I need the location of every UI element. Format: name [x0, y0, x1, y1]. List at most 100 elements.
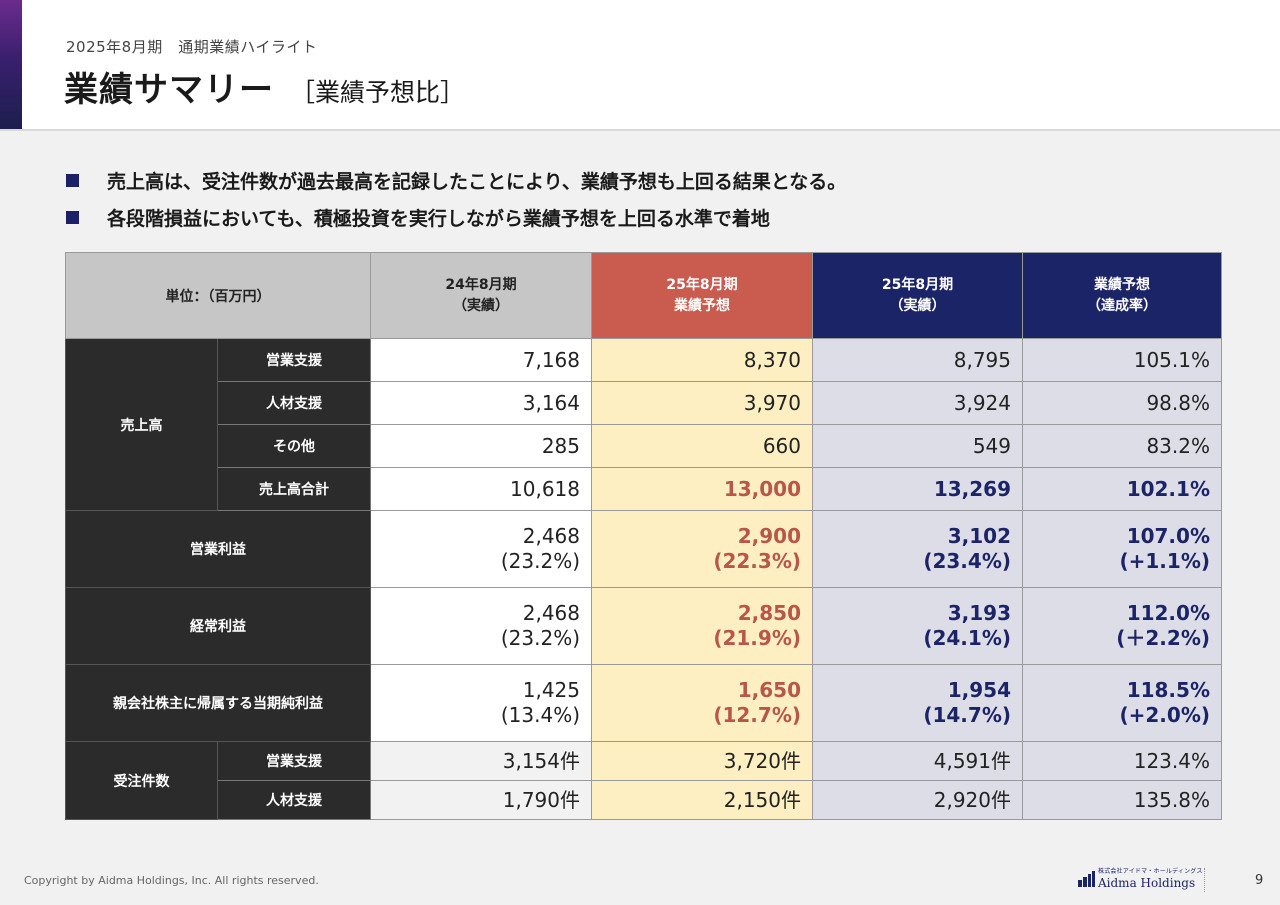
col-header-achievement-rate: 業績予想 （達成率） — [1022, 252, 1222, 339]
cell-value: 2,468 (23.2%) — [370, 587, 592, 665]
table-row: その他 285 660 549 83.2% — [66, 424, 1222, 468]
cell-value: 112.0% (＋2.2%) — [1022, 587, 1222, 665]
company-logo: 株式会社アイドマ・ホールディングス Aidma Holdings — [1078, 869, 1203, 889]
cell-main: 3,102 — [947, 524, 1011, 548]
cell-value: 8,795 — [812, 338, 1023, 382]
cell-value: 2,850 (21.9%) — [591, 587, 813, 665]
logo-mark-icon — [1078, 871, 1095, 887]
cell-value: 105.1% — [1022, 338, 1222, 382]
bullet-item: 売上高は、受注件数が過去最高を記録したことにより、業績予想も上回る結果となる。 — [66, 162, 846, 199]
page-title: 業績サマリー ［業績予想比］ — [64, 62, 465, 111]
cell-sub: (23.2%) — [500, 626, 580, 650]
cell-value: 1,790件 — [370, 780, 592, 820]
row-label: その他 — [217, 424, 371, 468]
cell-sub: (23.4%) — [923, 549, 1011, 573]
cell-value: 285 — [370, 424, 592, 468]
cell-value: 8,370 — [591, 338, 813, 382]
cell-value: 4,591件 — [812, 741, 1023, 781]
cell-main: 2,850 — [737, 601, 801, 625]
cell-main: 1,954 — [947, 678, 1011, 702]
cell-sub: (12.7%) — [713, 703, 801, 727]
cell-value: 3,970 — [591, 381, 813, 425]
cell-value: 13,269 — [812, 467, 1023, 511]
row-group-sales: 売上高 — [65, 338, 218, 511]
bullet-item: 各段階損益においても、積極投資を実行しながら業績予想を上回る水準で着地 — [66, 199, 846, 236]
cell-main: 2,468 — [522, 601, 580, 625]
row-label: 営業支援 — [217, 338, 371, 382]
row-group-orders: 受注件数 — [65, 741, 218, 820]
cell-value: 1,650 (12.7%) — [591, 664, 813, 742]
col-header-line2: 業績予想 — [674, 297, 730, 314]
cell-main: 2,900 — [737, 524, 801, 548]
logo-company-name: Aidma Holdings — [1098, 876, 1196, 890]
cell-value: 3,193 (24.1%) — [812, 587, 1023, 665]
cell-main: 107.0% — [1126, 524, 1210, 548]
cell-value: 83.2% — [1022, 424, 1222, 468]
table-row: 売上高 営業支援 7,168 8,370 8,795 105.1% — [65, 338, 1222, 511]
header-accent-bar — [0, 0, 22, 129]
col-header-line2: （実績） — [453, 297, 509, 314]
cell-main: 112.0% — [1126, 601, 1210, 625]
cell-main: 1,650 — [737, 678, 801, 702]
square-bullet-icon — [66, 211, 79, 224]
row-label: 人材支援 — [217, 780, 371, 820]
cell-value: 3,102 (23.4%) — [812, 510, 1023, 588]
col-header-fy24-actual: 24年8月期 （実績） — [370, 252, 592, 339]
cell-sub: (22.3%) — [713, 549, 801, 573]
cell-main: 1,425 — [522, 678, 580, 702]
performance-summary-table: 単位：（百万円） 24年8月期 （実績） 25年8月期 業績予想 25年8月期 … — [65, 252, 1222, 820]
table-row: 営業利益 2,468 (23.2%) 2,900 (22.3%) 3,102 (… — [65, 510, 1222, 588]
cell-sub: (＋2.2%) — [1116, 626, 1210, 650]
title-tag: ［業績予想比］ — [290, 78, 466, 107]
logo-text: 株式会社アイドマ・ホールディングス Aidma Holdings — [1098, 869, 1203, 890]
table-row: 売上高合計 10,618 13,000 13,269 102.1% — [66, 467, 1222, 511]
cell-value: 102.1% — [1022, 467, 1222, 511]
cell-main: 3,193 — [947, 601, 1011, 625]
row-label: 売上高合計 — [217, 467, 371, 511]
cell-main: 118.5% — [1126, 678, 1210, 702]
row-label: 人材支援 — [217, 381, 371, 425]
title-main: 業績サマリー — [64, 70, 274, 110]
col-header-line1: 25年8月期 — [881, 276, 954, 293]
cell-value: 2,920件 — [812, 780, 1023, 820]
table-row: 経常利益 2,468 (23.2%) 2,850 (21.9%) 3,193 (… — [65, 587, 1222, 665]
section-subtitle: 2025年8月期 通期業績ハイライト — [66, 38, 318, 56]
table-row: 受注件数 営業支援 3,154件 3,720件 4,591件 123.4% — [65, 741, 1222, 820]
cell-value: 107.0% (+1.1%) — [1022, 510, 1222, 588]
bullet-text: 売上高は、受注件数が過去最高を記録したことにより、業績予想も上回る結果となる。 — [107, 171, 847, 193]
cell-main: 2,468 — [522, 524, 580, 548]
col-header-line2: （実績） — [889, 297, 946, 314]
cell-value: 98.8% — [1022, 381, 1222, 425]
row-label: 経常利益 — [65, 587, 371, 665]
table-row: 親会社株主に帰属する当期純利益 1,425 (13.4%) 1,650 (12.… — [65, 664, 1222, 742]
cell-value: 1,954 (14.7%) — [812, 664, 1023, 742]
cell-sub: (23.2%) — [500, 549, 580, 573]
bullet-text: 各段階損益においても、積極投資を実行しながら業績予想を上回る水準で着地 — [107, 208, 770, 230]
cell-value: 549 — [812, 424, 1023, 468]
row-label: 親会社株主に帰属する当期純利益 — [65, 664, 371, 742]
table-header-row: 単位：（百万円） 24年8月期 （実績） 25年8月期 業績予想 25年8月期 … — [65, 252, 1222, 339]
col-header-line1: 業績予想 — [1094, 276, 1150, 293]
col-header-line1: 24年8月期 — [445, 276, 517, 293]
cell-sub: (+2.0%) — [1119, 703, 1210, 727]
page-number: 9 — [1255, 873, 1264, 888]
cell-value: 135.8% — [1022, 780, 1222, 820]
cell-value: 2,468 (23.2%) — [370, 510, 592, 588]
col-header-fy25-actual: 25年8月期 （実績） — [812, 252, 1023, 339]
cell-value: 13,000 — [591, 467, 813, 511]
cell-value: 7,168 — [370, 338, 592, 382]
cell-value: 3,720件 — [591, 741, 813, 781]
row-label: 営業利益 — [65, 510, 371, 588]
footer-divider — [1204, 868, 1205, 892]
cell-value: 3,154件 — [370, 741, 592, 781]
table-row: 人材支援 1,790件 2,150件 2,920件 135.8% — [66, 780, 1222, 820]
cell-value: 660 — [591, 424, 813, 468]
cell-sub: (21.9%) — [713, 626, 801, 650]
cell-value: 2,900 (22.3%) — [591, 510, 813, 588]
table-row: 人材支援 3,164 3,970 3,924 98.8% — [66, 381, 1222, 425]
cell-value: 10,618 — [370, 467, 592, 511]
cell-sub: (14.7%) — [923, 703, 1011, 727]
slide-header: 2025年8月期 通期業績ハイライト 業績サマリー ［業績予想比］ — [0, 0, 1280, 129]
cell-value: 118.5% (+2.0%) — [1022, 664, 1222, 742]
col-header-line2: （達成率） — [1087, 297, 1157, 314]
